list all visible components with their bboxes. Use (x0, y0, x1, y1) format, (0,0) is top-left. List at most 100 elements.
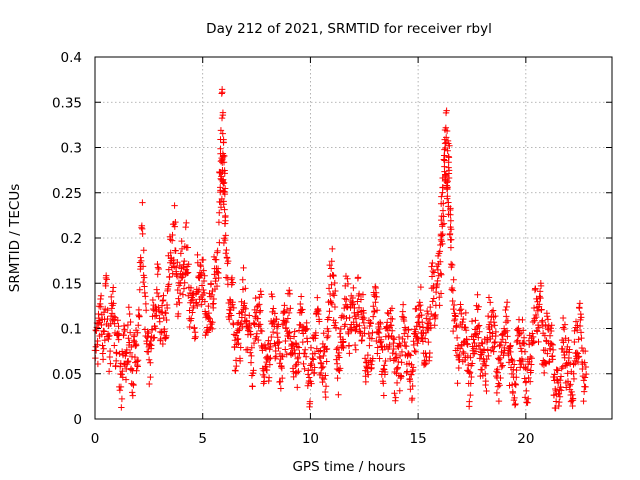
data-point (529, 318, 537, 326)
data-point (116, 363, 124, 370)
data-point (418, 311, 425, 319)
data-point (569, 391, 576, 399)
data-point (222, 250, 230, 257)
data-point (374, 344, 381, 351)
data-point (407, 352, 414, 359)
data-point (409, 382, 416, 390)
data-point (215, 274, 222, 282)
data-point (364, 368, 371, 376)
data-point (242, 285, 249, 292)
data-point (425, 338, 432, 346)
data-point (424, 326, 431, 334)
data-point (505, 351, 512, 359)
data-point (173, 273, 181, 280)
data-point (311, 364, 318, 371)
data-point (364, 371, 372, 378)
data-point (538, 306, 545, 313)
data-point (310, 356, 317, 363)
data-point (474, 291, 481, 298)
data-point (302, 353, 310, 360)
data-point (192, 299, 200, 307)
data-point (406, 378, 414, 385)
data-point (218, 114, 226, 122)
data-point (311, 350, 319, 357)
data-point (323, 358, 330, 365)
data-point (369, 355, 376, 362)
data-point (491, 343, 498, 350)
data-point (577, 329, 585, 336)
data-point (269, 293, 276, 300)
data-point (147, 373, 154, 381)
data-point (542, 360, 550, 367)
grid (95, 57, 612, 419)
data-point (314, 294, 321, 301)
data-point (380, 380, 387, 387)
data-point (220, 159, 228, 166)
data-point (439, 189, 446, 196)
data-point (464, 341, 471, 348)
data-point (526, 378, 534, 385)
data-point (510, 366, 517, 373)
data-point (533, 313, 540, 321)
data-point (328, 258, 335, 265)
data-point (485, 294, 493, 301)
data-point (484, 336, 491, 344)
data-point (94, 360, 102, 368)
data-point (344, 280, 352, 288)
data-point (237, 320, 245, 327)
data-point (475, 334, 482, 341)
data-point (133, 342, 140, 349)
data-point (507, 348, 514, 356)
data-point (155, 293, 162, 300)
data-point (475, 322, 483, 329)
data-point (439, 207, 447, 214)
data-point (523, 366, 531, 373)
data-point (582, 347, 589, 355)
data-point (184, 244, 192, 251)
data-point (569, 402, 576, 410)
data-point (351, 341, 359, 349)
y-tick-label: 0 (73, 412, 82, 428)
data-point (219, 130, 226, 137)
data-point (217, 184, 224, 191)
data-point (419, 319, 426, 326)
data-point (230, 304, 237, 312)
data-point (390, 345, 397, 353)
data-point (156, 318, 163, 325)
data-point (171, 202, 178, 209)
data-point (386, 341, 393, 349)
data-point (323, 345, 331, 353)
data-point (373, 293, 380, 301)
data-point (436, 248, 444, 255)
data-point (511, 394, 518, 402)
data-point (177, 250, 185, 257)
data-point (411, 347, 418, 355)
data-point (106, 332, 113, 339)
data-point (437, 270, 444, 277)
data-point (320, 330, 327, 337)
data-point (336, 365, 344, 372)
data-point (135, 322, 142, 329)
data-point (198, 301, 205, 308)
data-point (443, 195, 451, 202)
data-point (118, 371, 125, 378)
data-point (168, 237, 176, 244)
data-point (112, 357, 120, 365)
data-point (392, 394, 399, 401)
data-point (115, 336, 122, 343)
data-point (434, 266, 442, 274)
data-point (95, 320, 102, 327)
data-point (126, 349, 134, 356)
data-point (452, 313, 459, 320)
data-point (566, 346, 573, 353)
data-point (97, 292, 105, 299)
data-point (126, 339, 133, 346)
data-point (495, 397, 503, 405)
data-point (345, 342, 353, 349)
data-point (178, 274, 185, 282)
data-point (502, 339, 509, 346)
data-point (300, 330, 307, 337)
data-point (104, 315, 111, 323)
data-point (527, 367, 535, 374)
data-point (503, 327, 511, 335)
